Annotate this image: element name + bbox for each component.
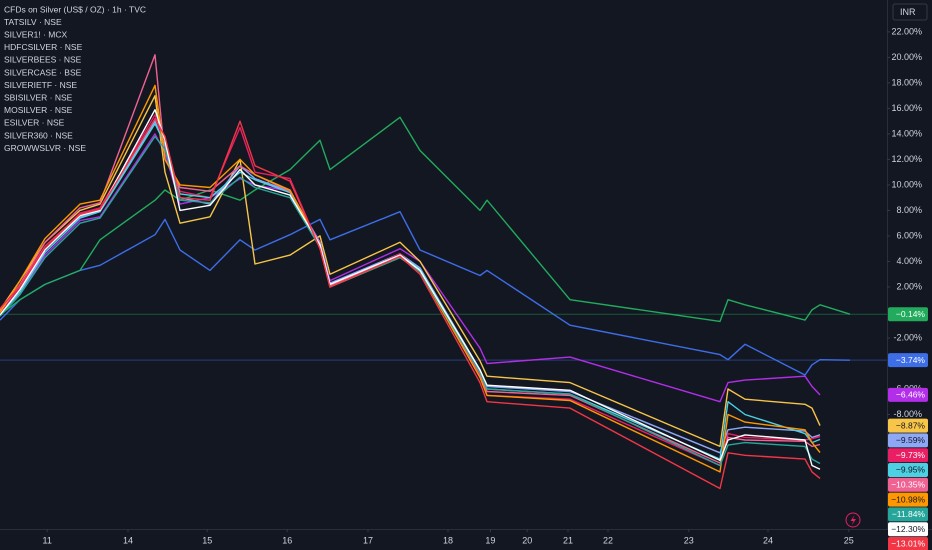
value-badge: −3.74%: [888, 353, 928, 368]
y-tick-label: 18.00%: [891, 77, 922, 87]
value-badge: −9.59%: [888, 433, 928, 448]
lightning-icon[interactable]: [845, 512, 861, 528]
legend-entry: SBISILVER · NSE: [4, 92, 73, 102]
legend-entry: SILVERBEES · NSE: [4, 55, 82, 65]
x-tick-label: 23: [684, 535, 694, 545]
y-tick-label: 14.00%: [891, 128, 922, 138]
value-badge: −6.46%: [888, 387, 928, 402]
y-tick-label: 12.00%: [891, 154, 922, 164]
badge-label: −6.46%: [896, 390, 926, 400]
badge-box: [888, 522, 928, 537]
badge-box: [888, 387, 928, 402]
badge-label: −8.87%: [896, 420, 926, 430]
x-tick-label: 14: [123, 535, 133, 545]
badge-box: [888, 536, 928, 550]
legend-entry: GROWWSLVR · NSE: [4, 143, 86, 153]
badge-label: −9.73%: [896, 450, 926, 460]
y-tick-label: 6.00%: [896, 230, 922, 240]
y-tick-label: 10.00%: [891, 179, 922, 189]
badge-box: [888, 507, 928, 522]
legend-entry: HDFCSILVER · NSE: [4, 42, 83, 52]
y-tick-label: 22.00%: [891, 26, 922, 36]
badge-label: −3.74%: [896, 355, 926, 365]
badge-box: [888, 477, 928, 492]
y-tick-label: -8.00%: [893, 409, 922, 419]
chart-title: CFDs on Silver (US$ / OZ) · 1h · TVC: [4, 4, 146, 14]
y-tick-label: 20.00%: [891, 52, 922, 62]
currency-box[interactable]: [892, 3, 928, 21]
badge-box: [888, 307, 928, 322]
x-tick-label: 15: [202, 535, 212, 545]
legend: CFDs on Silver (US$ / OZ) · 1h · TVC TAT…: [4, 4, 146, 153]
x-tick-label: 24: [763, 535, 773, 545]
x-tick-label: 25: [844, 535, 854, 545]
badge-label: −10.35%: [891, 480, 925, 490]
value-badge: −0.14%: [888, 307, 928, 322]
badge-box: [888, 433, 928, 448]
badge-label: −12.30%: [891, 524, 925, 534]
x-tick-label: 11: [43, 535, 52, 545]
legend-entry: SILVER360 · NSE: [4, 130, 73, 140]
x-tick-label: 20: [522, 535, 532, 545]
value-badge: −10.98%: [888, 492, 928, 507]
legend-entry: SILVERCASE · BSE: [4, 67, 82, 77]
series-line: [0, 117, 821, 490]
legend-entry: SILVER1! · MCX: [4, 29, 67, 39]
x-tick-label: 22: [603, 535, 613, 545]
badge-label: −0.14%: [896, 309, 926, 319]
badge-box: [888, 462, 928, 477]
x-tick-label: 18: [443, 535, 453, 545]
badge-label: −10.98%: [891, 494, 925, 504]
legend-entry: MOSILVER · NSE: [4, 105, 73, 115]
x-tick-label: 21: [563, 535, 573, 545]
x-tick-label: 19: [485, 535, 495, 545]
y-tick-label: 4.00%: [896, 256, 922, 266]
badge-box: [888, 418, 928, 433]
series-line: [0, 116, 851, 323]
value-badge: −12.30%: [888, 522, 928, 537]
plot-area: [0, 54, 887, 490]
badge-label: −13.01%: [891, 539, 925, 549]
badge-label: −11.84%: [892, 509, 926, 519]
badge-box: [888, 353, 928, 368]
badge-box: [888, 448, 928, 463]
badge-box: [888, 492, 928, 507]
badge-label: −9.59%: [896, 435, 926, 445]
legend-entry: SILVERIETF · NSE: [4, 80, 77, 90]
x-tick-label: 17: [363, 535, 373, 545]
value-badge: −11.84%: [888, 507, 928, 522]
legend-entry: ESILVER · NSE: [4, 118, 65, 128]
y-tick-label: 2.00%: [896, 281, 922, 291]
value-badge: −8.87%: [888, 418, 928, 433]
value-badge: −13.01%: [888, 536, 928, 550]
y-tick-label: -2.00%: [893, 332, 922, 342]
series-line: [0, 211, 851, 376]
value-badge: −10.35%: [888, 477, 928, 492]
x-tick-label: 16: [282, 535, 292, 545]
series-line: [0, 109, 821, 470]
y-tick-label: 16.00%: [891, 103, 922, 113]
legend-entry: TATSILV · NSE: [4, 17, 62, 27]
y-tick-label: 8.00%: [896, 205, 922, 215]
value-badge: −9.73%: [888, 448, 928, 463]
value-badge: −9.95%: [888, 462, 928, 477]
badge-label: −9.95%: [896, 465, 926, 475]
currency-label[interactable]: INR: [900, 7, 916, 17]
series-line: [0, 95, 821, 448]
